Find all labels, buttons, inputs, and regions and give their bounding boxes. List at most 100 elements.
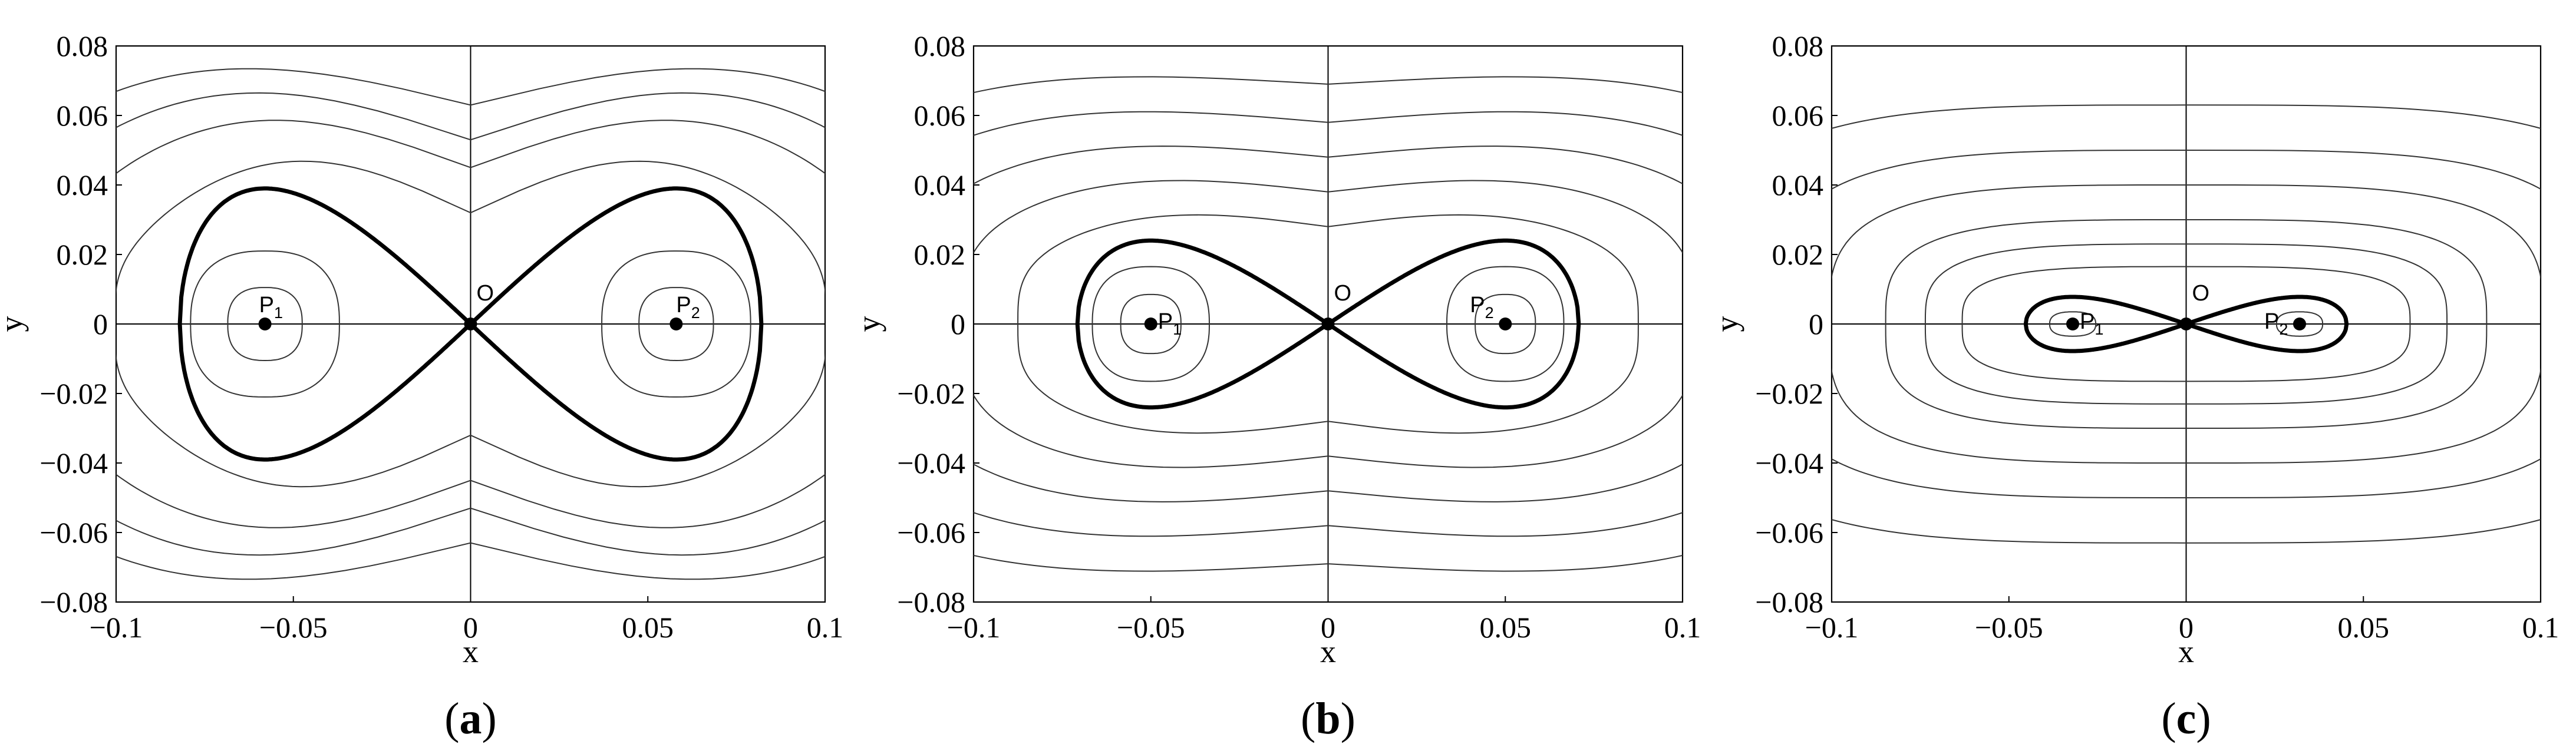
panel-b-y-tick-label: −0.04: [897, 447, 965, 479]
panel-b-y-axis-title: y: [851, 316, 886, 332]
panel-a: −0.1 −0.05 0 0.05 0.1 0.08 0.06 0.04 0.02 0 −0.02 −…: [0, 29, 844, 743]
panel-b-x-axis-title: x: [1320, 634, 1336, 669]
panel-a-plot-area: [116, 46, 825, 602]
panel-c-outer-orbit: [1885, 219, 2488, 429]
panel-a-equilibrium-label: P2: [676, 293, 700, 322]
panel-c-x-axis-title: x: [2178, 634, 2194, 669]
panel-a-y-axis-title: y: [0, 316, 29, 332]
panel-a-equilibrium-label: P1: [259, 293, 283, 322]
panel-a-x-tick-label: 0: [463, 611, 478, 644]
panel-a-separatrix-left: [177, 186, 474, 462]
panel-c-outer-orbit: [1832, 104, 2541, 544]
panel-b-x-tick-label: 0.05: [1480, 611, 1532, 644]
panel-b-x-tick-label: −0.1: [947, 611, 1001, 644]
panel-c-y-tick-label: −0.04: [1755, 447, 1823, 479]
panel-c-label: (c): [2161, 694, 2211, 743]
panel-b-equilibrium-point: [1321, 318, 1335, 330]
panel-c-outer-orbit: [1832, 184, 2541, 464]
panel-c-y-tick-label: −0.06: [1755, 516, 1823, 549]
panel-c-equilibrium-label: O: [2192, 281, 2210, 306]
panel-c-x-tick-label: 0: [2179, 611, 2194, 644]
panel-b-label: (b): [1301, 694, 1355, 743]
panel-a-y-tick-label: −0.02: [39, 377, 108, 410]
panel-b-outer-orbit: [974, 180, 1683, 468]
panel-a-inner-orbit: [227, 287, 303, 362]
panel-b-x-tick-label: 0.1: [1664, 611, 1701, 644]
panel-b-y-tick-label: 0.08: [914, 29, 966, 62]
panel-b-outer-orbit: [974, 111, 1683, 537]
panel-a-equilibrium-point: [464, 318, 477, 330]
panel-a-y-tick-label: 0.02: [57, 238, 108, 271]
panel-b-x-tick-label: 0: [1321, 611, 1335, 644]
panel-c-outer-orbit: [1832, 149, 2541, 499]
panel-b-equilibrium-point: [1144, 318, 1157, 330]
panel-a-outer-orbit: [116, 160, 825, 488]
panel-a-y-tick-label: −0.08: [39, 586, 108, 619]
panel-c-separatrix-right: [2180, 295, 2349, 353]
panel-b-equilibrium-point: [1499, 318, 1512, 330]
panel-c-inner-orbit: [2049, 311, 2097, 337]
panel-b-outer-orbit: [1017, 214, 1639, 434]
panel-a-x-tick-label: −0.1: [90, 611, 143, 644]
panel-b-inner-orbit: [1475, 293, 1536, 355]
panel-a-outer-orbit: [116, 92, 825, 556]
panel-c-y-tick-label: 0.04: [1772, 168, 1824, 201]
panel-b-y-tick-label: 0.04: [914, 168, 966, 201]
panel-a-x-tick-label: 0.05: [622, 611, 674, 644]
panel-a-x-tick-label: 0.1: [807, 611, 844, 644]
panel-b-y-tick-label: −0.08: [897, 586, 965, 619]
panel-a-outer-orbit: [116, 68, 825, 580]
panel-b-y-tick-label: −0.02: [897, 377, 965, 410]
panel-a-y-tick-label: 0: [93, 307, 108, 340]
panel-c-equilibrium-label: P1: [2080, 309, 2103, 338]
panel-b-y-tick-label: 0.02: [914, 238, 966, 271]
panel-c-y-tick-label: −0.08: [1755, 586, 1823, 619]
panel-c: −0.1 −0.05 0 0.05 0.1 0.08 0.06 0.04 0.02 0 −0.02 −…: [1709, 29, 2559, 743]
panel-b-separatrix-right: [1324, 238, 1581, 410]
panel-a-equilibrium-point: [258, 318, 272, 330]
panel-b-separatrix-left: [1075, 238, 1332, 410]
panel-c-plot-area: [1832, 46, 2541, 602]
panel-b-equilibrium-label: O: [1334, 281, 1352, 306]
panel-b-x-tick-label: −0.05: [1117, 611, 1185, 644]
panel-c-separatrix-left: [2023, 295, 2192, 353]
panel-c-equilibrium-point: [2293, 318, 2306, 330]
panel-c-outer-orbit: [1924, 243, 2448, 405]
panel-a-inner-orbit: [190, 250, 340, 398]
panel-c-x-tick-label: 0.05: [2338, 611, 2390, 644]
panel-a-equilibrium-label: O: [477, 281, 494, 306]
panel-c-y-tick-label: −0.02: [1755, 377, 1823, 410]
panel-b: −0.1 −0.05 0 0.05 0.1 0.08 0.06 0.04 0.02 0 −0.02 −…: [851, 29, 1701, 743]
panel-c-y-tick-label: 0.08: [1772, 29, 1824, 62]
panel-b-y-tick-label: 0.06: [914, 99, 966, 132]
panel-c-equilibrium-point: [2066, 318, 2080, 330]
panel-a-inner-orbit: [601, 250, 751, 398]
panel-a-y-tick-label: 0.08: [57, 29, 108, 62]
panel-b-inner-orbit: [1120, 293, 1182, 355]
panel-c-x-tick-label: −0.1: [1805, 611, 1859, 644]
panel-a-equilibrium-point: [669, 318, 683, 330]
panel-b-inner-orbit: [1091, 266, 1211, 382]
panel-a-separatrix-right: [467, 186, 764, 462]
panel-b-equilibrium-label: P2: [1470, 293, 1493, 322]
panel-a-outer-orbit: [116, 120, 825, 528]
panel-b-equilibrium-label: P1: [1158, 309, 1182, 338]
panel-c-equilibrium-point: [2179, 318, 2193, 330]
panel-c-y-axis-title: y: [1709, 316, 1744, 332]
panel-a-y-tick-label: −0.04: [39, 447, 108, 479]
panel-c-y-tick-label: 0.06: [1772, 99, 1824, 132]
panel-b-y-tick-label: −0.06: [897, 516, 965, 549]
panel-b-plot-area: [974, 46, 1683, 602]
panel-a-y-tick-label: −0.06: [39, 516, 108, 549]
panel-c-x-tick-label: −0.05: [1975, 611, 2043, 644]
panel-c-inner-orbit: [2275, 311, 2324, 337]
panel-c-outer-orbit: [1961, 266, 2411, 382]
panel-b-inner-orbit: [1446, 266, 1565, 382]
panel-a-inner-orbit: [638, 287, 714, 362]
panel-a-x-tick-label: −0.05: [259, 611, 328, 644]
panel-a-x-axis-title: x: [463, 634, 479, 669]
panel-c-equilibrium-label: P2: [2264, 309, 2288, 338]
panel-c-y-tick-label: 0.02: [1772, 238, 1824, 271]
panel-a-label: (a): [444, 694, 497, 743]
